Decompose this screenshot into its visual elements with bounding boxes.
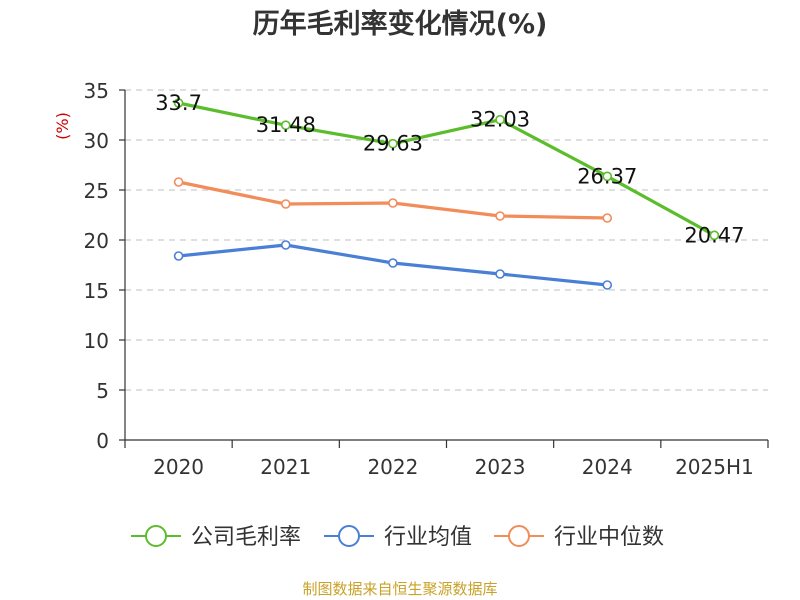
x-tick-label: 2022 <box>367 455 418 479</box>
data-label: 32.03 <box>470 108 530 132</box>
data-point <box>280 199 291 209</box>
data-label: 26.37 <box>577 164 637 188</box>
x-tick-label: 2020 <box>153 455 204 479</box>
y-tick-label: 0 <box>96 429 109 453</box>
x-tick-label: 2021 <box>260 455 311 479</box>
data-point <box>602 213 613 223</box>
y-tick-label: 20 <box>84 229 109 253</box>
data-point <box>173 98 184 108</box>
data-label: 31.48 <box>256 113 316 137</box>
data-point <box>280 240 291 250</box>
y-tick-label: 30 <box>84 129 109 153</box>
data-point <box>602 171 613 182</box>
legend: 公司毛利率 行业均值 行业中位数 <box>131 525 664 550</box>
legend-marker-icon <box>145 525 167 547</box>
data-point <box>495 114 505 125</box>
series-lines <box>173 98 720 290</box>
grid-lines <box>125 89 768 391</box>
y-tick-label: 15 <box>84 279 109 303</box>
y-tick-label: 25 <box>84 179 109 203</box>
x-tick-label: 2023 <box>475 455 526 479</box>
chart-title: 历年毛利率变化情况(%) <box>252 9 548 40</box>
data-point <box>280 120 291 130</box>
legend-marker-icon <box>338 525 360 547</box>
data-point <box>388 258 398 268</box>
data-point <box>173 177 184 187</box>
data-label: 29.63 <box>363 132 423 156</box>
series-line-1 <box>178 101 716 237</box>
data-point <box>602 280 613 290</box>
axes: 0 5 10 15 20 25 30 35 (%) 2020 2021 2022 2023 2024 202… <box>53 79 769 479</box>
data-point <box>173 251 184 261</box>
legend-label: 公司毛利率 <box>191 525 301 550</box>
legend-label: 行业中位数 <box>554 525 664 550</box>
data-point <box>388 138 398 149</box>
y-tick-label: 35 <box>84 79 109 103</box>
x-tick-label: 2024 <box>582 455 633 479</box>
y-tick-label: 5 <box>96 379 109 403</box>
data-label: 20.47 <box>684 223 744 247</box>
data-point <box>495 269 505 279</box>
data-labels: 33.7 31.48 29.63 32.03 26.37 20.47 <box>155 91 744 247</box>
data-point <box>709 230 720 241</box>
x-tick-label: 2025H1 <box>675 455 754 479</box>
legend-marker-icon <box>508 525 530 547</box>
data-point <box>495 211 505 221</box>
y-tick-label: 10 <box>84 329 109 353</box>
data-label: 33.7 <box>155 91 202 115</box>
data-point <box>388 198 398 208</box>
data-source-note: 制图数据来自恒生聚源数据库 <box>302 580 498 598</box>
y-axis-label: (%) <box>53 112 72 140</box>
legend-label: 行业均值 <box>384 525 472 550</box>
